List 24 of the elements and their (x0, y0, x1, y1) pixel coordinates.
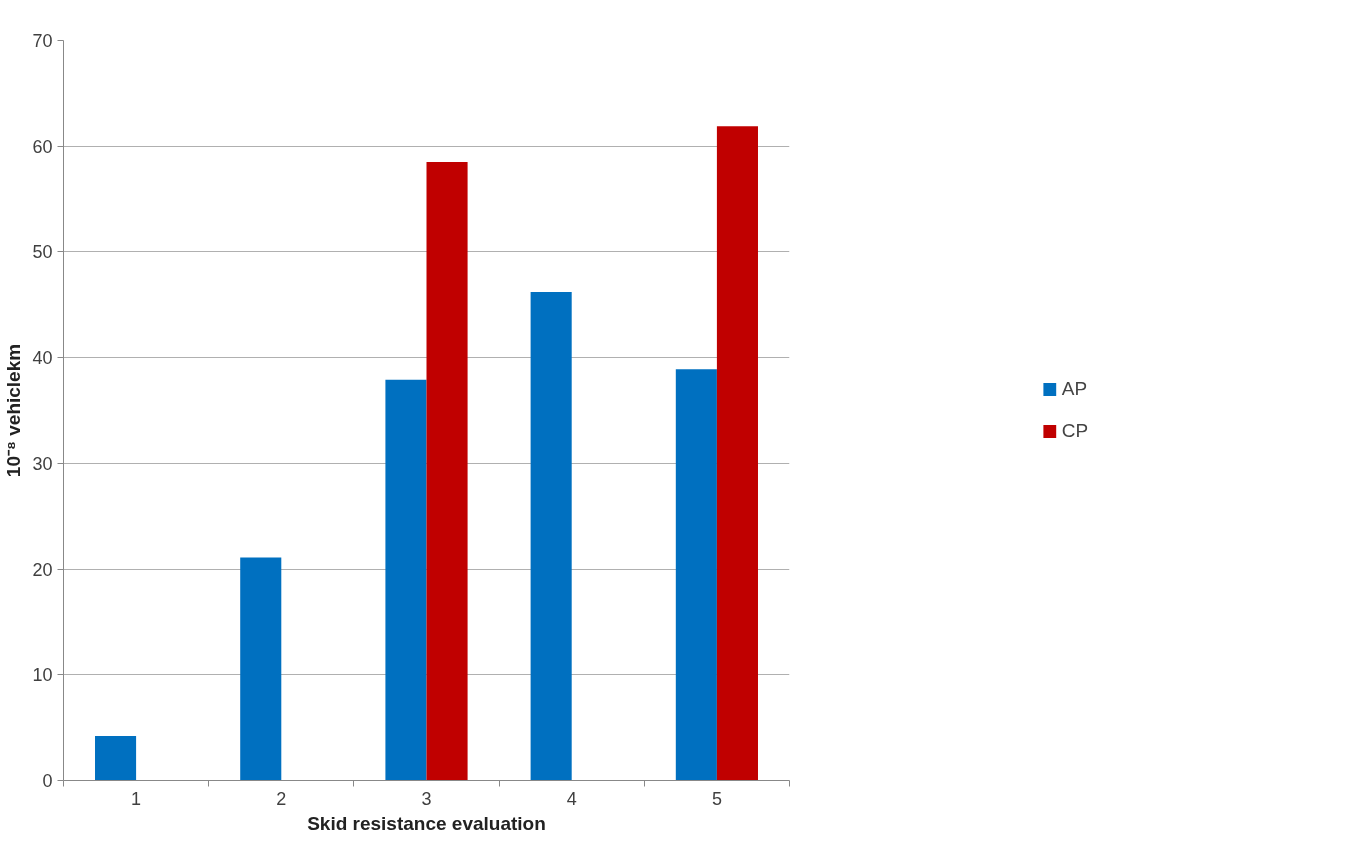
bar (240, 557, 282, 781)
y-axis-title: 10⁻⁸ vehiclekm (3, 343, 25, 478)
bar (385, 379, 427, 781)
x-tick-label: 4 (566, 788, 577, 809)
x-tick-label: 3 (421, 788, 432, 809)
bar (95, 736, 137, 781)
legend-label: AP (1061, 378, 1088, 400)
y-tick-label: 30 (32, 453, 53, 474)
bar (426, 162, 468, 781)
bar (675, 369, 717, 781)
y-tick-label: 20 (32, 559, 53, 580)
y-tick-label: 50 (32, 242, 53, 263)
x-tick-label: 5 (711, 788, 722, 809)
y-tick-label: 0 (42, 771, 53, 791)
bar (716, 126, 758, 781)
y-tick-label: 40 (32, 348, 53, 369)
y-tick-label: 10 (32, 665, 53, 686)
y-tick-label: 70 (32, 31, 53, 51)
x-tick-label: 1 (131, 788, 142, 809)
y-tick-label: 60 (32, 136, 53, 157)
x-tick-label: 2 (276, 788, 287, 809)
x-axis-title: Skid resistance evaluation (307, 812, 546, 834)
legend-label: CP (1061, 420, 1089, 442)
bar (530, 292, 572, 781)
